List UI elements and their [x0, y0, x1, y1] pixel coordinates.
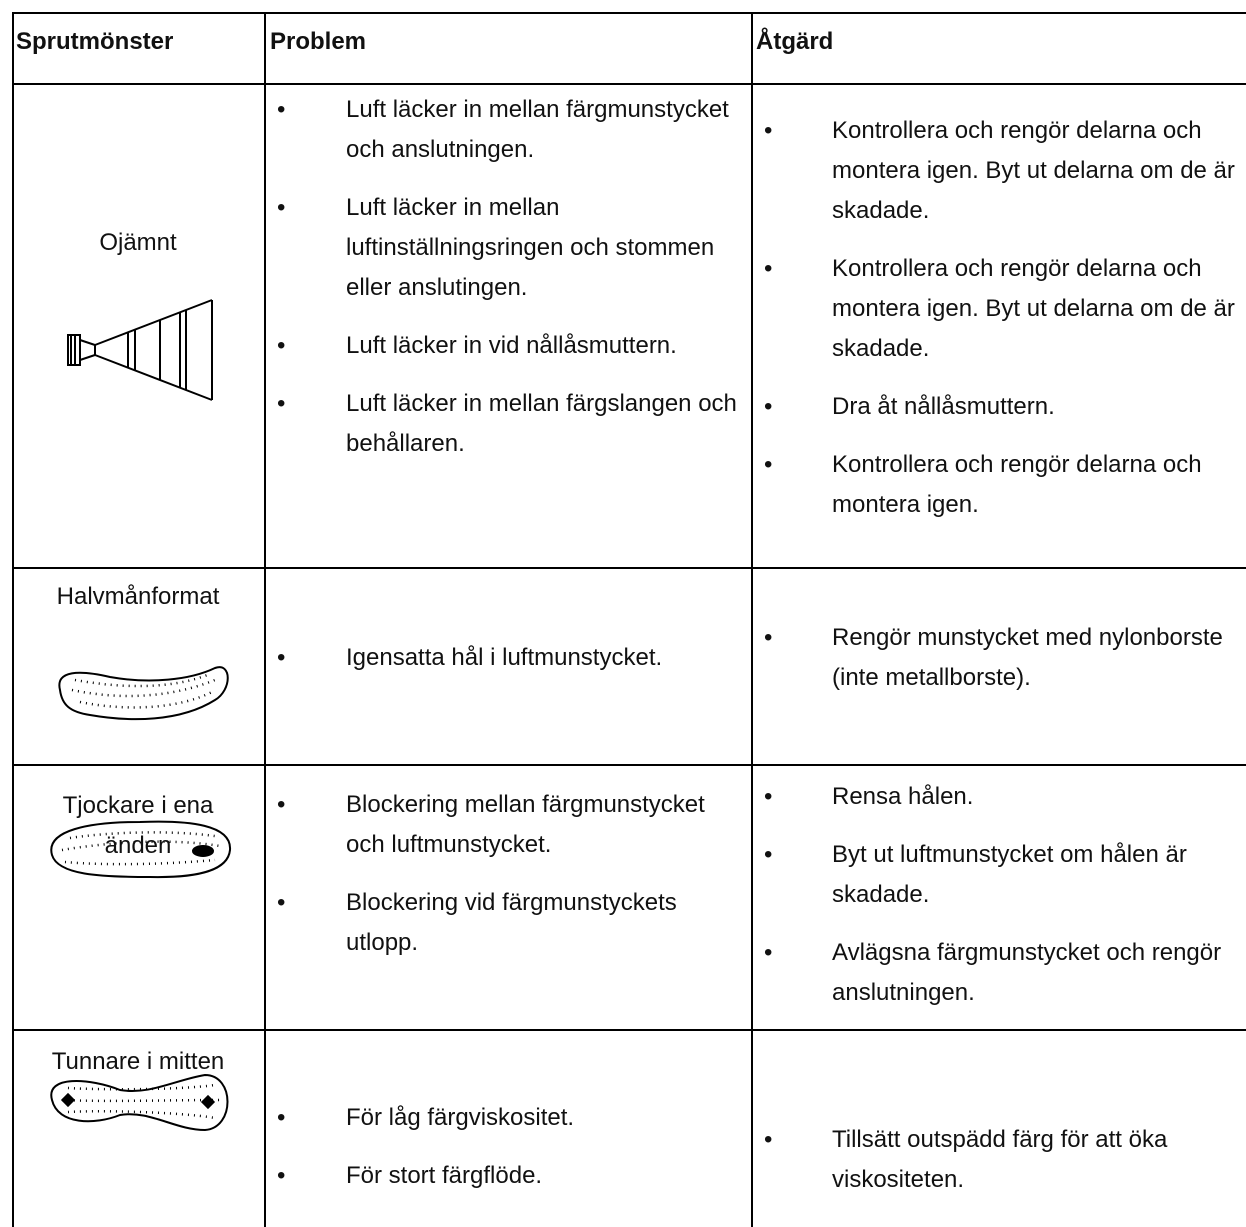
thicker-end-spray-icon — [50, 820, 232, 879]
bullet: • — [277, 791, 286, 818]
action-list: • Kontrollera och rengör delarna och mont… — [764, 111, 1244, 525]
action-list: • Rensa hålen. • Byt ut luftmunstycket om h… — [764, 777, 1244, 1013]
item-text: För stort färgflöde. — [346, 1162, 543, 1189]
list-item: • Kontrollera och rengör delarna och mont… — [764, 445, 1244, 525]
bullet: • — [277, 390, 286, 417]
item-text: Tillsätt outspädd färg för att öka visko… — [832, 1126, 1168, 1193]
list-item: • Luft läcker in mellan luftinställningsr… — [277, 188, 750, 308]
item-text: Avlägsna färgmunstycket och rengör anslu… — [832, 939, 1222, 1006]
list-item: • Luft läcker in mellan färgmunstycket oc… — [277, 90, 750, 170]
item-text: Kontrollera och rengör delarna och monte… — [832, 451, 1202, 518]
border — [751, 12, 753, 1227]
item-text: Dra åt nållåsmuttern. — [832, 393, 1055, 420]
bullet: • — [764, 1126, 773, 1153]
border — [12, 12, 1246, 14]
item-text: Luft läcker in vid nållåsmuttern. — [346, 332, 677, 359]
list-item: • Byt ut luftmunstycket om hålen är skada… — [764, 835, 1244, 915]
action-list: • Rengör munstycket med nylonborste (inte… — [764, 618, 1244, 698]
list-item: • Rensa hålen. — [764, 777, 1244, 817]
pattern-name: Tjockare i ena änden — [62, 792, 214, 859]
list-item: • Kontrollera och rengör delarna och mont… — [764, 249, 1244, 369]
list-item: • Rengör munstycket med nylonborste (inte… — [764, 618, 1244, 698]
item-text: Byt ut luftmunstycket om hålen är skadad… — [832, 841, 1187, 908]
list-item: • Avlägsna färgmunstycket och rengör ansl… — [764, 933, 1244, 1013]
list-item: • Luft läcker in mellan färgslangen och b… — [277, 384, 750, 464]
list-item: • Dra åt nållåsmuttern. — [764, 387, 1244, 427]
bullet: • — [277, 644, 286, 671]
list-item: • Igensatta hål i luftmunstycket. — [277, 638, 750, 678]
bullet: • — [764, 117, 773, 144]
list-item: • För stort färgflöde. — [277, 1156, 750, 1196]
bullet: • — [277, 96, 286, 123]
thinner-middle-spray-icon — [50, 1073, 229, 1132]
border — [264, 12, 266, 1227]
item-text: Luft läcker in mellan luftinställningsri… — [346, 194, 715, 301]
item-text: Igensatta hål i luftmunstycket. — [346, 644, 663, 671]
action-list: • Tillsätt outspädd färg för att öka visk… — [764, 1120, 1244, 1200]
border — [12, 1029, 1246, 1031]
bullet: • — [277, 889, 286, 916]
border — [12, 12, 14, 1227]
border — [12, 83, 1246, 85]
list-item: • Luft läcker in vid nållåsmuttern. — [277, 326, 750, 366]
bullet: • — [764, 939, 773, 966]
border — [12, 764, 1246, 766]
list-item: • För låg färgviskositet. — [277, 1098, 750, 1138]
bullet: • — [764, 783, 773, 810]
header-cell: Problem — [270, 28, 367, 55]
bullet: • — [277, 1104, 286, 1131]
uneven-spray-icon — [67, 299, 213, 401]
header-cell: Sprutmönster — [16, 28, 174, 55]
item-text: Luft läcker in mellan färgslangen och be… — [346, 390, 737, 457]
bullet: • — [764, 624, 773, 651]
bullet: • — [277, 332, 286, 359]
header-cell: Åtgärd — [756, 28, 834, 55]
list-item: • Blockering vid färgmunstyckets utlopp. — [277, 883, 750, 963]
item-text: Luft läcker in mellan färgmunstycket och… — [346, 96, 729, 163]
item-text: Rengör munstycket med nylonborste (inte … — [832, 624, 1223, 691]
problem-list: • Luft läcker in mellan färgmunstycket oc… — [277, 90, 750, 464]
pattern-name: Tunnare i mitten — [51, 1048, 225, 1075]
problem-list: • Blockering mellan färgmunstycket och lu… — [277, 785, 750, 963]
pattern-name: Halvmånformat — [56, 583, 220, 610]
list-item: • Kontrollera och rengör delarna och mont… — [764, 111, 1244, 231]
pattern-name: Ojämnt — [99, 229, 177, 256]
bullet: • — [764, 255, 773, 282]
problem-list: • Igensatta hål i luftmunstycket. — [277, 638, 750, 678]
list-item: • Tillsätt outspädd färg för att öka visk… — [764, 1120, 1244, 1200]
bullet: • — [277, 1162, 286, 1189]
bullet: • — [764, 393, 773, 420]
bullet: • — [764, 841, 773, 868]
list-item: • Blockering mellan färgmunstycket och lu… — [277, 785, 750, 865]
crescent-spray-icon — [58, 666, 229, 721]
border — [12, 567, 1246, 569]
item-text: Blockering mellan färgmunstycket och luf… — [346, 791, 705, 858]
item-text: Kontrollera och rengör delarna och monte… — [832, 117, 1235, 224]
item-text: Kontrollera och rengör delarna och monte… — [832, 255, 1235, 362]
bullet: • — [764, 451, 773, 478]
item-text: Rensa hålen. — [832, 783, 974, 810]
problem-list: • För låg färgviskositet. • För stort färgf… — [277, 1098, 750, 1196]
bullet: • — [277, 194, 286, 221]
item-text: För låg färgviskositet. — [346, 1104, 575, 1131]
item-text: Blockering vid färgmunstyckets utlopp. — [346, 889, 677, 956]
